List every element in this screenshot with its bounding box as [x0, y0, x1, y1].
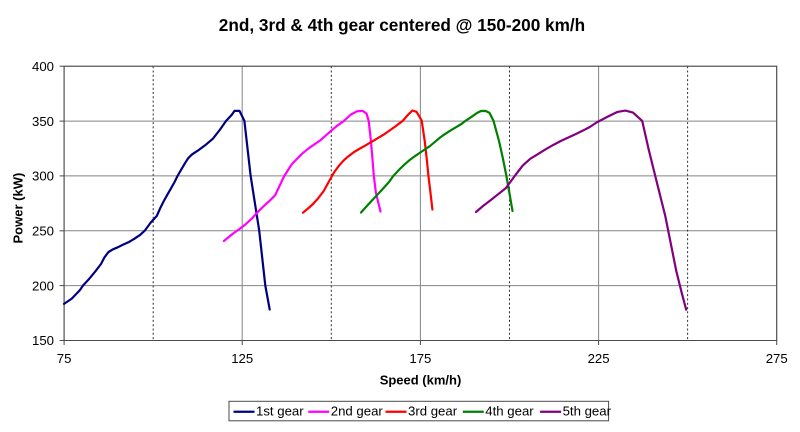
- svg-text:2nd, 3rd & 4th gear centered @: 2nd, 3rd & 4th gear centered @ 150-200 k…: [219, 15, 585, 35]
- svg-text:3rd gear: 3rd gear: [408, 404, 458, 419]
- svg-text:225: 225: [588, 351, 610, 366]
- svg-text:175: 175: [409, 351, 431, 366]
- svg-text:275: 275: [766, 351, 788, 366]
- svg-text:Power (kW): Power (kW): [10, 173, 25, 244]
- svg-text:4th gear: 4th gear: [485, 404, 534, 419]
- svg-text:2nd gear: 2nd gear: [331, 404, 384, 419]
- svg-text:125: 125: [231, 351, 253, 366]
- svg-text:300: 300: [32, 169, 54, 184]
- svg-text:150: 150: [32, 333, 54, 348]
- svg-text:Speed (km/h): Speed (km/h): [380, 373, 462, 388]
- svg-text:400: 400: [32, 59, 54, 74]
- svg-text:200: 200: [32, 278, 54, 293]
- svg-text:5th gear: 5th gear: [563, 404, 612, 419]
- svg-text:250: 250: [32, 224, 54, 239]
- svg-text:75: 75: [57, 351, 72, 366]
- svg-text:350: 350: [32, 114, 54, 129]
- svg-text:1st gear: 1st gear: [256, 404, 304, 419]
